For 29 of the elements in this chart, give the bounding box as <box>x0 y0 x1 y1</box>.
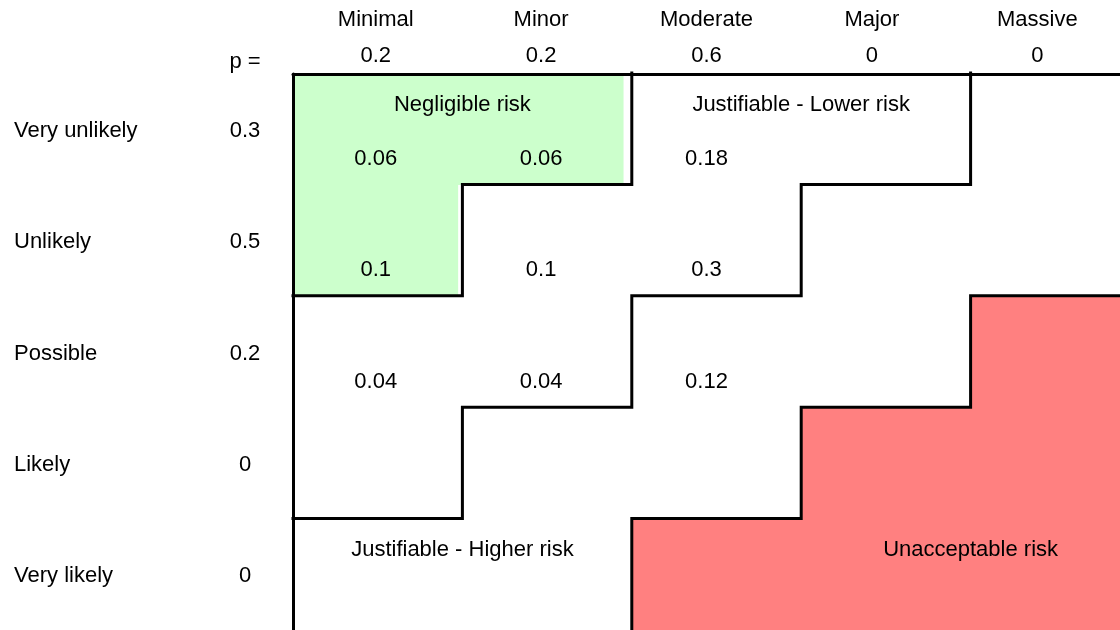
y-tick-label: Unlikely <box>14 228 92 254</box>
data-label: 0.12 <box>685 367 728 393</box>
data-label: 0.04 <box>354 367 398 393</box>
x-tick-label: Moderate 0.6 <box>660 5 753 67</box>
data-label: 0.06 <box>519 145 563 171</box>
y-tick-label: Very likely <box>14 561 114 587</box>
text: p = <box>229 47 261 73</box>
x-tick-label: Minor 0.2 <box>513 5 569 67</box>
y-tick-label: Possible <box>14 339 98 365</box>
x-tick-label: Major 0 <box>844 5 900 67</box>
x-tick-label: Minimal 0.2 <box>337 5 414 67</box>
data-label: 0.18 <box>685 145 728 171</box>
y-tick-label: Likely <box>14 450 71 476</box>
data-label: 0.06 <box>354 145 398 171</box>
y2-tick-label: 0 <box>238 450 252 476</box>
y2-tick-label: 0.5 <box>229 228 261 254</box>
data-label: 0.04 <box>519 367 563 393</box>
data-label: 0.1 <box>525 256 557 282</box>
data-label: 0.3 <box>691 256 722 282</box>
annotation: Negligible risk <box>393 90 532 116</box>
data-label: 0.1 <box>360 256 391 282</box>
annotation: Justifiable - Lower risk <box>692 90 912 116</box>
y2-tick-label: 0.2 <box>229 339 261 365</box>
y-tick-label: Very unlikely <box>14 117 138 143</box>
y2-tick-label: 0.3 <box>229 117 261 143</box>
x-tick-label: Massive 0 <box>996 5 1078 67</box>
annotation: Unacceptable risk <box>883 536 1060 562</box>
annotation: Justifiable - Higher risk <box>351 536 575 562</box>
y2-tick-label: 0 <box>238 561 252 587</box>
